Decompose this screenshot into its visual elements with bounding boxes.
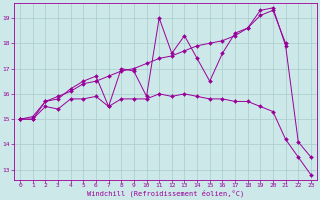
X-axis label: Windchill (Refroidissement éolien,°C): Windchill (Refroidissement éolien,°C) [87,190,244,197]
